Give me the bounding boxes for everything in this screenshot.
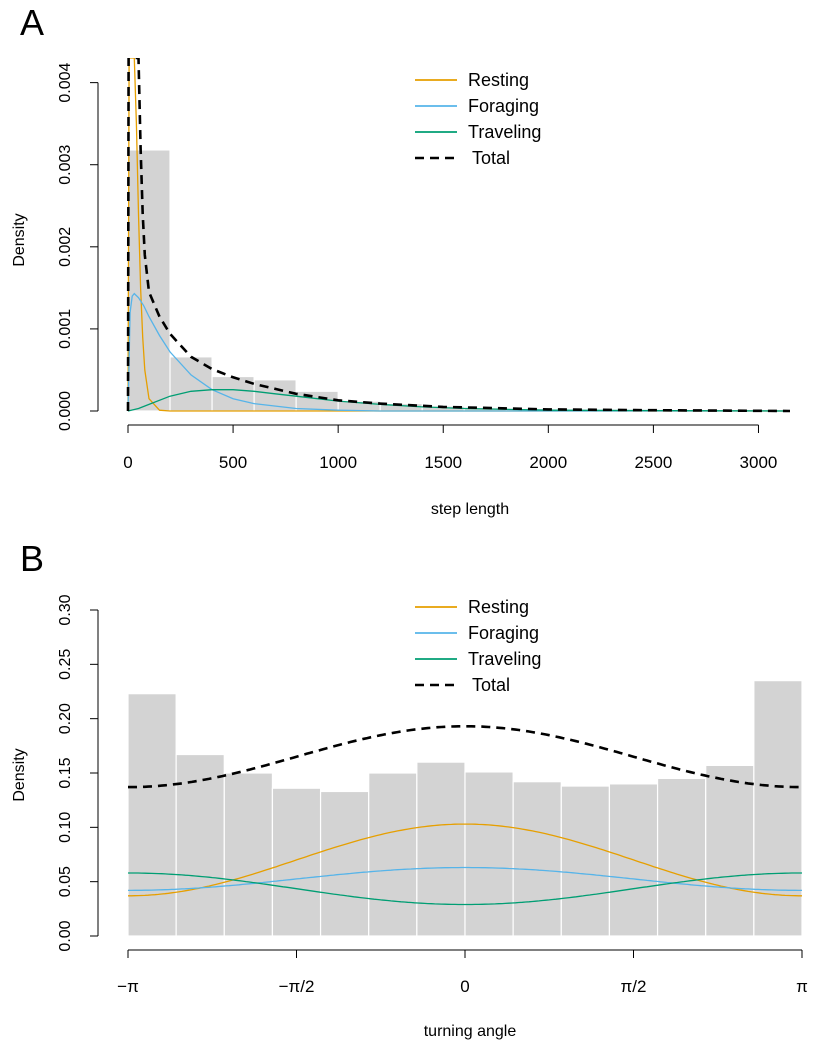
y-tick-label: 0.05 [57,866,74,897]
legend-label-traveling: Traveling [468,649,541,669]
y-tick-label: 0.25 [57,649,74,680]
legend-label-foraging: Foraging [468,623,539,643]
series-line-total [126,58,791,413]
histogram-bar [223,772,274,937]
legend: Resting Foraging Traveling Total [415,597,541,695]
x-tick-label: 2500 [634,453,672,472]
chart-panel-b: −π −π/2 0 π/2 π turning angle 0.00 0.05 0.10 0.15… [11,594,808,1040]
y-tick-label: 0.004 [57,63,74,103]
legend-label-resting: Resting [468,70,529,90]
histogram-bar [319,790,370,937]
y-axis-label: Density [11,213,28,266]
y-tick-label: 0.00 [57,920,74,951]
x-tick-label: 1000 [319,453,357,472]
series-line-total [128,725,802,789]
legend-label-traveling: Traveling [468,122,541,142]
histogram-bar [127,693,177,937]
y-tick-label: 0.30 [57,594,74,625]
histogram-bar [705,764,755,937]
histogram-bar [464,771,514,937]
legend-label-foraging: Foraging [468,96,539,116]
x-tick-label: 1500 [424,453,462,472]
x-tick-label: 3000 [740,453,778,472]
legend: Resting Foraging Traveling Total [415,70,541,168]
chart-panel-a: 0 500 1000 1500 2000 2500 3000 step length 0.000… [11,58,802,518]
series-line-traveling [128,872,802,906]
y-tick-label: 0.20 [57,703,74,734]
y-tick-label: 0.000 [57,391,74,431]
y-axis-label: Density [11,748,28,801]
panel-letter-a: A [20,2,45,43]
y-axis: 0.000 0.001 0.002 0.003 0.004 [57,63,99,431]
series-line-foraging [127,292,790,412]
x-tick-label: 0 [460,977,469,996]
density-lines [126,58,791,413]
x-tick-label: 0 [123,453,132,472]
histogram-bar [656,777,707,937]
x-axis-label: turning angle [424,1023,517,1040]
x-tick-label: π/2 [621,977,647,996]
y-tick-label: 0.003 [57,145,74,185]
histogram-bar [368,772,418,937]
y-tick-label: 0.10 [57,812,74,843]
x-axis: −π −π/2 0 π/2 π [117,949,808,996]
density-lines [128,725,802,906]
x-axis-label: step length [431,501,509,518]
legend-label-total: Total [472,148,510,168]
y-tick-label: 0.001 [57,309,74,349]
x-tick-label: π [796,977,808,996]
histogram-bar [753,680,803,937]
histogram-bar [271,787,322,937]
histogram-bar [512,781,562,937]
x-tick-label: 500 [219,453,247,472]
x-tick-label: −π/2 [279,977,315,996]
histogram-bar [127,149,171,412]
series-line-resting [128,823,802,897]
legend-label-total: Total [472,675,510,695]
series-line-foraging [128,866,802,892]
x-axis: 0 500 1000 1500 2000 2500 3000 [123,424,778,472]
legend-label-resting: Resting [468,597,529,617]
x-tick-label: 2000 [529,453,567,472]
series-line-resting [127,58,790,412]
y-tick-label: 0.15 [57,757,74,788]
histogram-bar [416,761,466,937]
y-tick-label: 0.002 [57,227,74,267]
panel-letter-b: B [20,538,45,579]
x-tick-label: −π [117,977,139,996]
histogram-bar [295,390,339,412]
histogram [127,680,803,937]
histogram [127,149,802,412]
histogram-bar [560,785,611,937]
y-axis: 0.00 0.05 0.10 0.15 0.20 0.25 0.30 [57,594,99,952]
histogram-bar [175,753,225,937]
